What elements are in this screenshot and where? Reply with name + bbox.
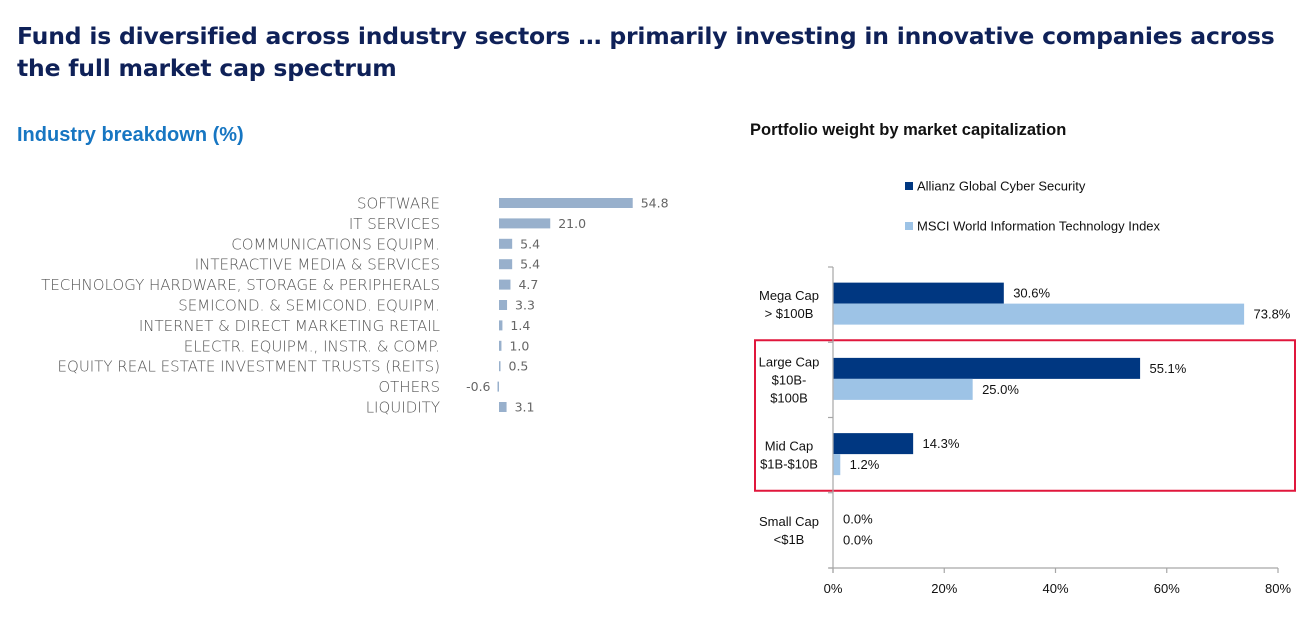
industry-bar (499, 340, 502, 351)
fund-bar (833, 282, 1004, 304)
market-cap-category-label: <$1B (774, 532, 805, 547)
market-cap-category-label: $1B-$10B (760, 457, 818, 472)
x-tick-label: 80% (1265, 581, 1291, 596)
industry-category-label: COMMUNICATIONS EQUIPM. (231, 235, 440, 253)
industry-bar (499, 320, 503, 331)
industry-value-label: 21.0 (558, 216, 586, 231)
industry-category-label: SEMICOND. & SEMICOND. EQUIPM. (178, 297, 440, 315)
industry-chart-title: Industry breakdown (%) (17, 124, 244, 146)
fund-bar (833, 357, 1141, 379)
fund-value-label: 0.0% (843, 511, 873, 526)
industry-bar (499, 300, 508, 310)
x-tick-label: 20% (931, 581, 957, 596)
legend-swatch-fund (905, 182, 913, 190)
market-cap-chart: Allianz Global Cyber Security MSCI World … (754, 179, 1296, 596)
fund-value-label: 14.3% (923, 436, 960, 451)
industry-category-label: INTERNET & DIRECT MARKETING RETAIL (139, 317, 440, 335)
industry-bar (499, 198, 633, 208)
industry-value-label: -0.6 (466, 379, 490, 394)
industry-value-label: 3.3 (515, 298, 535, 313)
industry-bar (499, 238, 513, 249)
industry-category-label: TECHNOLOGY HARDWARE, STORAGE & PERIPHERA… (41, 276, 440, 294)
industry-value-label: 1.0 (509, 338, 529, 353)
market-cap-category-label: > $100B (765, 306, 814, 321)
industry-bar (499, 218, 551, 229)
market-cap-category-label: Mega Cap (759, 288, 819, 303)
industry-category-label: EQUITY REAL ESTATE INVESTMENT TRUSTS (RE… (58, 358, 440, 376)
industry-category-label: IT SERVICES (349, 215, 440, 233)
index-bar (833, 378, 973, 400)
market-cap-category-label: Small Cap (759, 514, 819, 529)
fund-value-label: 55.1% (1149, 361, 1186, 376)
market-cap-category-label: Mid Cap (765, 439, 813, 454)
page-headline: Fund is diversified across industry sect… (17, 22, 1275, 82)
industry-value-label: 0.5 (509, 359, 529, 374)
industry-value-label: 4.7 (518, 277, 538, 292)
x-tick-label: 60% (1154, 581, 1180, 596)
industry-category-label: ELECTR. EQUIPM., INSTR. & COMP. (184, 337, 440, 355)
industry-bar (499, 402, 507, 412)
index-value-label: 1.2% (850, 457, 880, 472)
highlight-box (754, 339, 1296, 492)
industry-value-label: 3.1 (515, 400, 535, 415)
industry-breakdown-chart: SOFTWARE 54.8 IT SERVICES 21.0 COMMUNICATION… (41, 195, 668, 417)
industry-bar (497, 381, 499, 392)
industry-value-label: 54.8 (641, 196, 669, 211)
industry-category-label: LIQUIDITY (366, 399, 440, 417)
fund-value-label: 30.6% (1013, 286, 1050, 301)
market-cap-chart-title: Portfolio weight by market capitalizatio… (750, 121, 1067, 139)
industry-bar (499, 279, 511, 290)
index-value-label: 73.8% (1254, 307, 1291, 322)
x-tick-label: 0% (824, 581, 843, 596)
legend-label: MSCI World Information Technology Index (917, 219, 1161, 234)
legend-swatch-index (905, 222, 913, 230)
market-cap-category-label: Large Cap (759, 354, 820, 369)
market-cap-category-label: $10B- (772, 372, 807, 387)
legend-label: Allianz Global Cyber Security (917, 179, 1086, 194)
industry-category-label: INTERACTIVE MEDIA & SERVICES (195, 256, 440, 274)
fund-bar (833, 433, 914, 455)
index-value-label: 0.0% (843, 532, 873, 547)
industry-category-label: SOFTWARE (357, 195, 440, 213)
industry-value-label: 5.4 (520, 236, 540, 251)
industry-category-label: OTHERS (378, 378, 440, 396)
index-bar (833, 454, 841, 476)
industry-value-label: 1.4 (510, 318, 530, 333)
x-tick-label: 40% (1042, 581, 1068, 596)
industry-value-label: 5.4 (520, 257, 540, 272)
index-value-label: 25.0% (982, 382, 1019, 397)
index-bar (833, 303, 1245, 325)
industry-bar (499, 259, 513, 270)
market-cap-category-label: $100B (770, 390, 808, 405)
industry-bar (499, 361, 501, 372)
